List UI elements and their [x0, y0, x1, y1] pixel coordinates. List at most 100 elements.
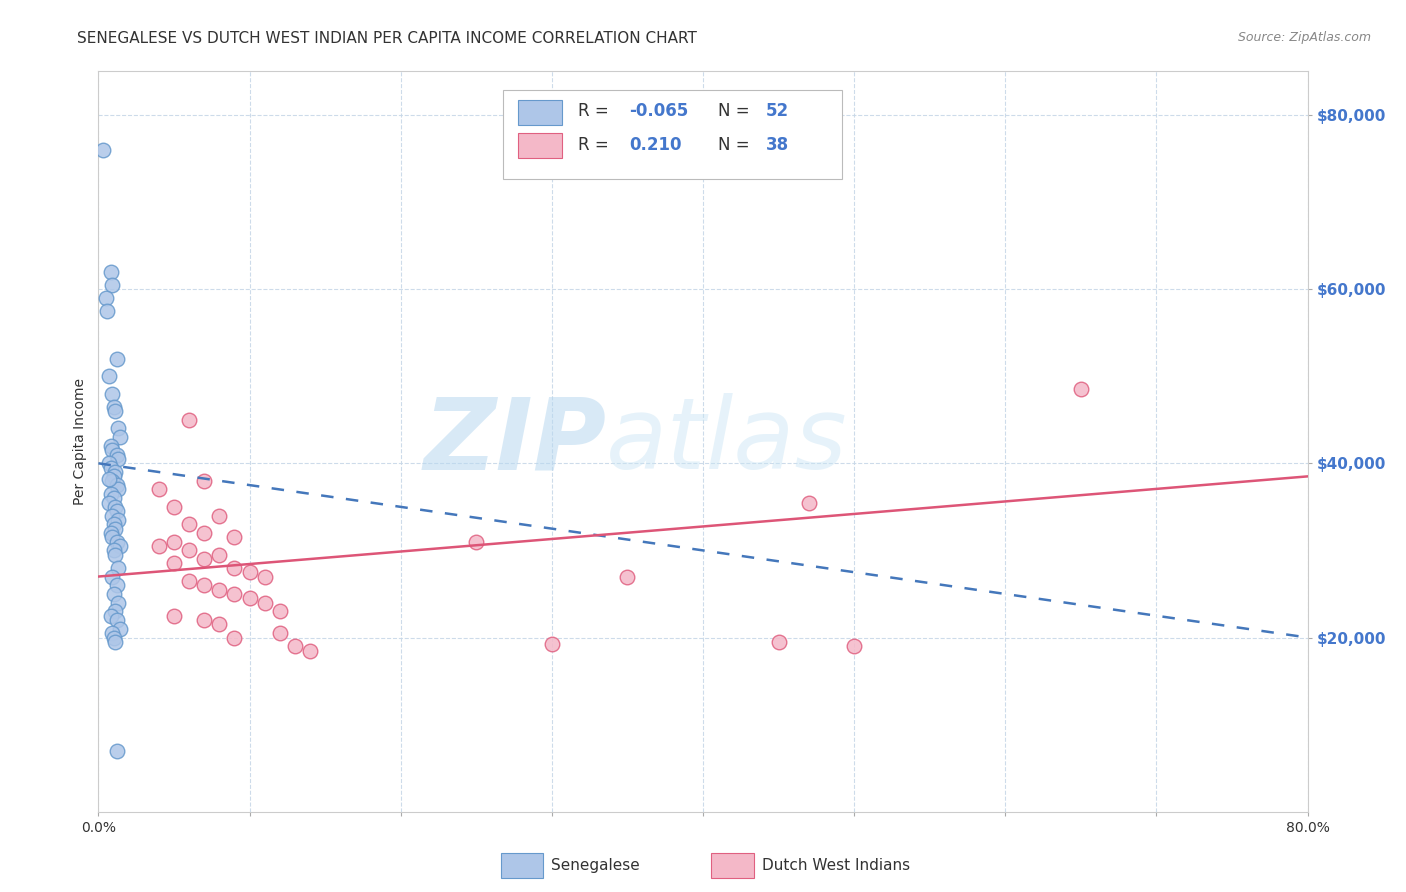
Point [108, 622, 131, 636]
Point [100, 487, 122, 501]
Point [239, 591, 262, 606]
Text: N =: N = [717, 136, 755, 153]
Point [108, 539, 131, 553]
Point [253, 596, 276, 610]
Text: atlas: atlas [606, 393, 848, 490]
Point [101, 626, 124, 640]
Point [844, 639, 866, 653]
Point [103, 491, 125, 505]
FancyBboxPatch shape [711, 853, 754, 878]
Point [148, 539, 170, 553]
Point [193, 526, 215, 541]
Point [465, 534, 488, 549]
Point [104, 548, 127, 562]
Text: R =: R = [578, 102, 614, 120]
Point [94, 291, 117, 305]
Point [103, 631, 125, 645]
Point [105, 448, 128, 462]
Text: R =: R = [578, 136, 620, 153]
Point [107, 452, 129, 467]
Point [208, 508, 231, 523]
Text: Source: ZipAtlas.com: Source: ZipAtlas.com [1237, 31, 1371, 45]
Point [253, 569, 276, 583]
Y-axis label: Per Capita Income: Per Capita Income [73, 378, 87, 505]
Point [193, 474, 215, 488]
Point [768, 635, 790, 649]
Point [148, 483, 170, 497]
Point [98, 456, 121, 470]
Point [107, 421, 129, 435]
Point [107, 483, 129, 497]
Point [179, 574, 201, 588]
Point [105, 613, 128, 627]
Point [224, 561, 246, 575]
Point [179, 543, 201, 558]
Point [100, 460, 122, 475]
Point [104, 604, 127, 618]
Text: 0.210: 0.210 [630, 136, 682, 153]
Point [104, 635, 127, 649]
Point [104, 465, 127, 479]
Text: Senegalese: Senegalese [551, 858, 640, 872]
Point [96, 304, 118, 318]
Text: ZIP: ZIP [423, 393, 606, 490]
Point [224, 587, 246, 601]
Point [104, 404, 127, 418]
Point [103, 469, 125, 483]
Point [105, 534, 128, 549]
Point [108, 430, 131, 444]
FancyBboxPatch shape [517, 100, 561, 126]
Text: N =: N = [717, 102, 755, 120]
FancyBboxPatch shape [501, 853, 543, 878]
FancyBboxPatch shape [503, 90, 842, 178]
Point [224, 530, 246, 544]
Point [101, 508, 124, 523]
Point [101, 277, 124, 292]
Point [103, 543, 125, 558]
Point [105, 578, 128, 592]
Point [105, 478, 128, 492]
Point [100, 265, 122, 279]
Text: 38: 38 [766, 136, 789, 153]
Point [101, 530, 124, 544]
Point [107, 596, 129, 610]
Point [104, 500, 127, 514]
Point [107, 561, 129, 575]
Point [193, 578, 215, 592]
FancyBboxPatch shape [517, 133, 561, 158]
Point [103, 517, 125, 532]
Point [208, 617, 231, 632]
Point [163, 500, 186, 514]
Point [98, 369, 121, 384]
Point [107, 513, 129, 527]
Point [269, 604, 291, 618]
Text: Dutch West Indians: Dutch West Indians [762, 858, 910, 872]
Point [163, 608, 186, 623]
Point [105, 744, 128, 758]
Point [101, 443, 124, 458]
Point [163, 557, 186, 571]
Text: SENEGALESE VS DUTCH WEST INDIAN PER CAPITA INCOME CORRELATION CHART: SENEGALESE VS DUTCH WEST INDIAN PER CAPI… [77, 31, 697, 46]
Point [797, 495, 820, 509]
Text: -0.065: -0.065 [630, 102, 689, 120]
Text: 52: 52 [766, 102, 789, 120]
Point [98, 472, 121, 486]
Point [163, 534, 186, 549]
Point [179, 517, 201, 532]
Point [616, 569, 638, 583]
Point [91, 143, 114, 157]
Point [540, 638, 562, 652]
Point [208, 548, 231, 562]
Point [284, 639, 307, 653]
Point [269, 626, 291, 640]
Point [299, 643, 322, 657]
Point [239, 565, 262, 579]
Point [100, 526, 122, 541]
Point [101, 474, 124, 488]
Point [193, 613, 215, 627]
Point [101, 569, 124, 583]
Point [103, 587, 125, 601]
Point [103, 400, 125, 414]
Point [104, 522, 127, 536]
Point [101, 386, 124, 401]
